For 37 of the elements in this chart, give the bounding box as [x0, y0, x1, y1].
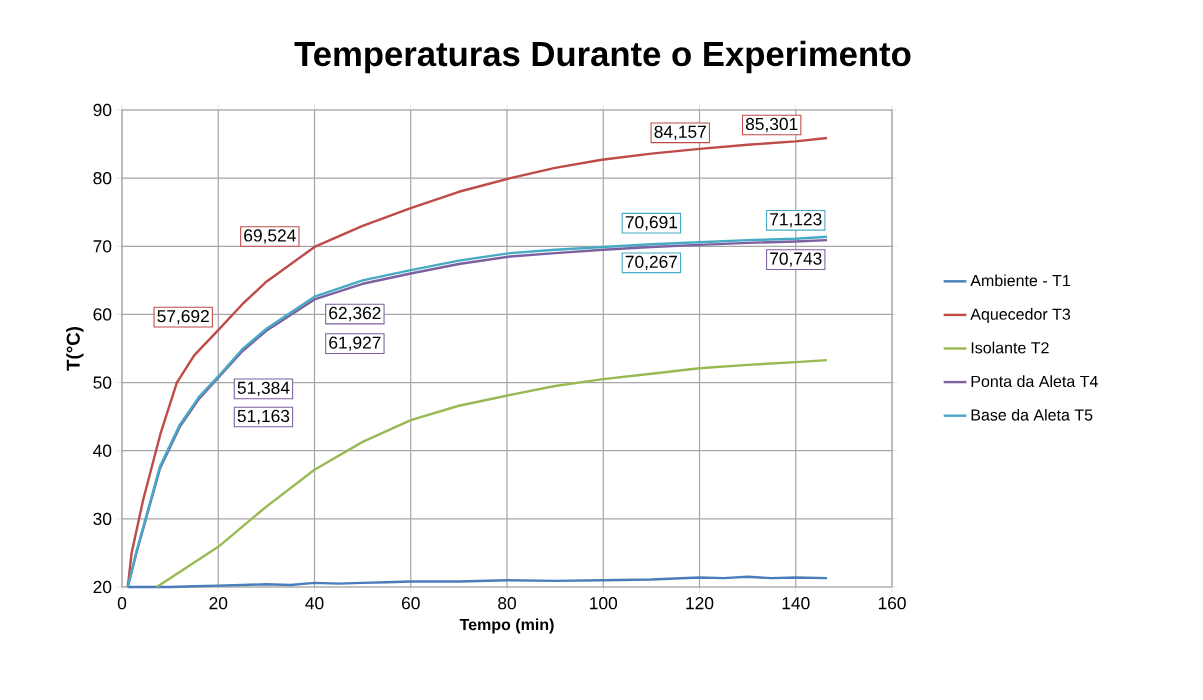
y-axis-title: T(°C)	[66, 327, 84, 371]
y-tick-label: 30	[93, 512, 112, 525]
annotation: 70,267	[625, 255, 677, 270]
legend-label: Aquecedor T3	[970, 308, 1071, 324]
legend-label: Base da Aleta T5	[971, 408, 1093, 421]
x-tick-label: 0	[117, 597, 127, 610]
y-tick-label: 20	[93, 580, 112, 594]
annotation: 84,157	[654, 125, 706, 140]
annotation: 69,524	[244, 229, 296, 244]
annotation: 51,384	[237, 381, 290, 396]
annotation: 57,692	[157, 309, 209, 325]
y-tick-label: 80	[93, 172, 112, 185]
y-tick-label: 60	[93, 308, 112, 321]
y-tick-label: 70	[93, 240, 112, 253]
y-tick-label: 50	[93, 376, 112, 389]
x-tick-label: 60	[401, 597, 420, 610]
y-tick-label: 40	[93, 444, 112, 457]
annotation: 62,362	[329, 306, 381, 322]
legend-label: Isolante T2	[971, 341, 1049, 354]
legend-label: Ambiente - T1	[970, 274, 1070, 287]
annotation: 70,743	[770, 252, 822, 267]
annotation: 70,691	[625, 216, 678, 231]
x-axis-title: Tempo (min)	[459, 618, 554, 634]
x-tick-label: 160	[878, 597, 906, 610]
annotation: 71,123	[770, 213, 822, 228]
y-tick-label: 90	[93, 103, 112, 117]
x-tick-label: 120	[686, 597, 714, 610]
x-tick-label: 40	[305, 597, 324, 610]
x-tick-label: 140	[782, 597, 810, 610]
x-tick-label: 100	[590, 597, 618, 610]
annotation: 85,301	[745, 117, 798, 133]
x-tick-label: 80	[498, 597, 516, 610]
chart-title: Temperaturas Durante o Experimento	[294, 40, 911, 74]
legend-label: Ponta da Aleta T4	[971, 375, 1098, 388]
annotation: 51,163	[237, 409, 290, 425]
x-tick-label: 20	[209, 597, 228, 610]
annotation: 61,927	[329, 336, 381, 351]
